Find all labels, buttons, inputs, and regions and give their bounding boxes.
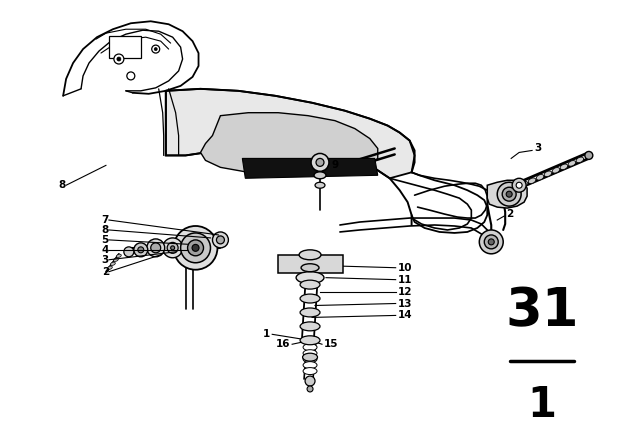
Circle shape bbox=[151, 243, 161, 253]
Ellipse shape bbox=[303, 350, 317, 357]
Bar bbox=[278, 255, 343, 273]
Circle shape bbox=[516, 182, 522, 188]
Circle shape bbox=[163, 238, 182, 258]
Circle shape bbox=[484, 235, 498, 249]
Circle shape bbox=[316, 159, 324, 166]
Circle shape bbox=[154, 47, 157, 51]
Text: 9: 9 bbox=[332, 160, 339, 170]
Circle shape bbox=[212, 232, 228, 248]
Ellipse shape bbox=[111, 262, 115, 265]
Text: 4: 4 bbox=[102, 245, 109, 255]
Text: 12: 12 bbox=[397, 287, 412, 297]
Ellipse shape bbox=[536, 175, 544, 180]
Polygon shape bbox=[243, 159, 378, 178]
Circle shape bbox=[152, 45, 160, 53]
Circle shape bbox=[305, 376, 315, 386]
Circle shape bbox=[307, 386, 313, 392]
Text: 1: 1 bbox=[263, 329, 270, 339]
Text: 13: 13 bbox=[397, 298, 412, 309]
Ellipse shape bbox=[303, 353, 317, 361]
Ellipse shape bbox=[300, 294, 320, 303]
Ellipse shape bbox=[315, 182, 325, 188]
Ellipse shape bbox=[552, 168, 560, 173]
Circle shape bbox=[479, 230, 503, 254]
Ellipse shape bbox=[296, 271, 324, 284]
Ellipse shape bbox=[300, 280, 320, 289]
Circle shape bbox=[192, 244, 199, 251]
Circle shape bbox=[138, 247, 144, 253]
Circle shape bbox=[127, 72, 135, 80]
Ellipse shape bbox=[108, 266, 112, 269]
Circle shape bbox=[488, 239, 494, 245]
Circle shape bbox=[173, 226, 218, 270]
Circle shape bbox=[167, 242, 178, 253]
Circle shape bbox=[188, 240, 204, 256]
Ellipse shape bbox=[300, 336, 320, 345]
Circle shape bbox=[585, 151, 593, 159]
Circle shape bbox=[497, 182, 521, 206]
Text: 2: 2 bbox=[506, 209, 513, 219]
Circle shape bbox=[216, 236, 225, 244]
Ellipse shape bbox=[520, 181, 528, 187]
Ellipse shape bbox=[116, 254, 121, 258]
Ellipse shape bbox=[303, 362, 317, 369]
Circle shape bbox=[147, 239, 164, 257]
Ellipse shape bbox=[303, 344, 317, 351]
Ellipse shape bbox=[576, 157, 584, 163]
Ellipse shape bbox=[301, 264, 319, 271]
Text: 8: 8 bbox=[59, 180, 66, 190]
Circle shape bbox=[171, 246, 175, 250]
Bar bbox=[109, 36, 141, 58]
Circle shape bbox=[124, 247, 134, 257]
Polygon shape bbox=[166, 89, 415, 178]
Text: 14: 14 bbox=[397, 310, 412, 320]
Ellipse shape bbox=[303, 356, 317, 362]
Text: 2: 2 bbox=[102, 267, 109, 277]
Ellipse shape bbox=[303, 368, 317, 375]
Ellipse shape bbox=[300, 308, 320, 317]
Circle shape bbox=[506, 191, 512, 197]
Ellipse shape bbox=[560, 164, 568, 170]
Ellipse shape bbox=[568, 160, 575, 166]
Circle shape bbox=[180, 233, 211, 263]
Ellipse shape bbox=[303, 338, 317, 345]
Text: 16: 16 bbox=[276, 339, 290, 349]
Circle shape bbox=[114, 54, 124, 64]
Polygon shape bbox=[487, 180, 527, 208]
Text: 11: 11 bbox=[397, 275, 412, 284]
Text: 5: 5 bbox=[102, 235, 109, 245]
Circle shape bbox=[512, 178, 526, 192]
Circle shape bbox=[117, 57, 121, 61]
Text: 8: 8 bbox=[102, 225, 109, 235]
Text: 7: 7 bbox=[102, 215, 109, 225]
Text: 15: 15 bbox=[324, 339, 339, 349]
Text: 10: 10 bbox=[397, 263, 412, 273]
Text: 3: 3 bbox=[534, 143, 541, 154]
Ellipse shape bbox=[300, 322, 320, 331]
Ellipse shape bbox=[314, 172, 326, 179]
Circle shape bbox=[134, 243, 148, 257]
Text: 31: 31 bbox=[506, 285, 579, 337]
Polygon shape bbox=[200, 113, 378, 175]
Text: 1: 1 bbox=[527, 384, 557, 426]
Ellipse shape bbox=[299, 250, 321, 260]
Circle shape bbox=[311, 154, 329, 171]
Text: 3: 3 bbox=[102, 255, 109, 265]
Ellipse shape bbox=[544, 171, 552, 177]
Ellipse shape bbox=[528, 178, 536, 184]
Ellipse shape bbox=[113, 258, 118, 262]
Circle shape bbox=[502, 187, 516, 201]
